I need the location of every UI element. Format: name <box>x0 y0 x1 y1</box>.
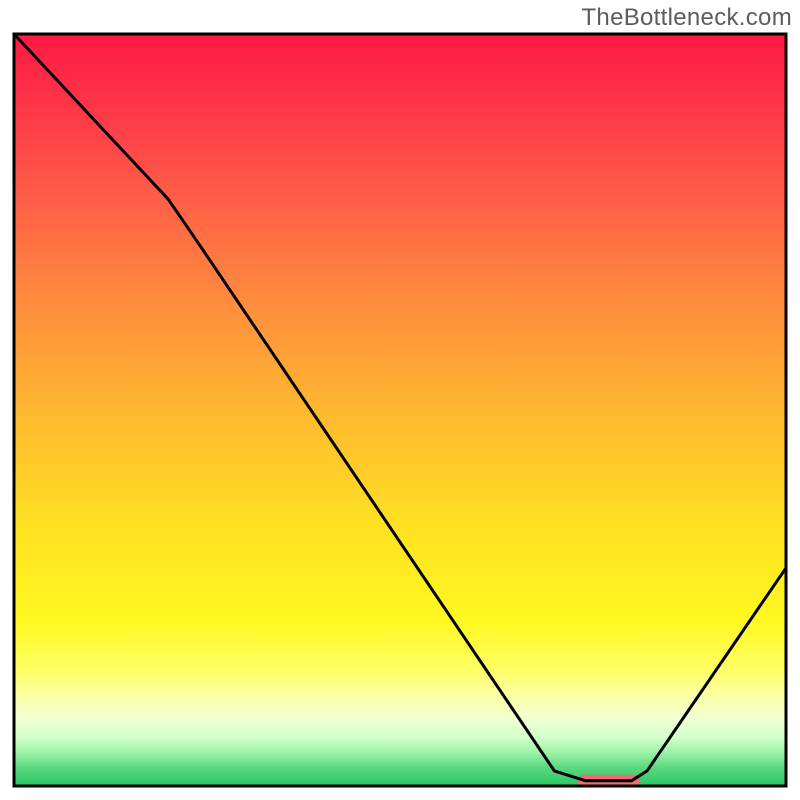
gradient-background <box>14 34 786 786</box>
chart-container: TheBottleneck.com <box>0 0 800 800</box>
attribution-text: TheBottleneck.com <box>581 4 792 32</box>
bottleneck-chart <box>0 0 800 800</box>
